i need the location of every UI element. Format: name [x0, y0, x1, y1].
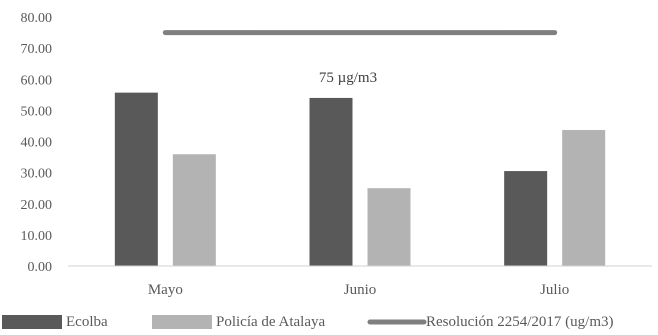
bar [309, 97, 353, 266]
legend-label: Resolución 2254/2017 (ug/m3) [426, 314, 614, 330]
y-tick-label: 20.00 [21, 198, 53, 213]
y-tick-label: 60.00 [21, 73, 53, 88]
legend-label: Ecolba [66, 314, 108, 330]
x-tick-label: Mayo [148, 282, 183, 298]
bar [504, 171, 548, 266]
y-axis: 0.00 10.00 20.00 30.00 40.00 50.00 60.00 70.00 8… [21, 11, 53, 275]
legend-label: Policía de Atalaya [216, 314, 325, 330]
y-tick-label: 0.00 [28, 260, 53, 275]
y-tick-label: 50.00 [21, 104, 53, 119]
legend: Ecolba Policía de Atalaya Resolución 2254/… [2, 314, 614, 330]
y-tick-label: 70.00 [21, 42, 53, 57]
y-tick-label: 40.00 [21, 136, 53, 151]
bar [114, 92, 158, 266]
y-tick-label: 80.00 [21, 11, 53, 26]
x-tick-label: Julio [540, 282, 569, 298]
legend-swatch [152, 315, 212, 329]
legend-item: Resolución 2254/2017 (ug/m3) [367, 314, 614, 330]
limit-annotation: 75 µg/m3 [319, 70, 377, 86]
bar [367, 188, 411, 266]
x-axis: Mayo Junio Julio [148, 282, 569, 298]
legend-item: Policía de Atalaya [152, 314, 325, 330]
x-tick-label: Junio [344, 282, 377, 298]
bar [562, 129, 606, 266]
y-tick-label: 30.00 [21, 167, 53, 182]
legend-swatch [2, 315, 62, 329]
legend-item: Ecolba [2, 314, 108, 330]
bars [114, 92, 606, 266]
y-tick-label: 10.00 [21, 229, 53, 244]
bar [172, 154, 216, 266]
